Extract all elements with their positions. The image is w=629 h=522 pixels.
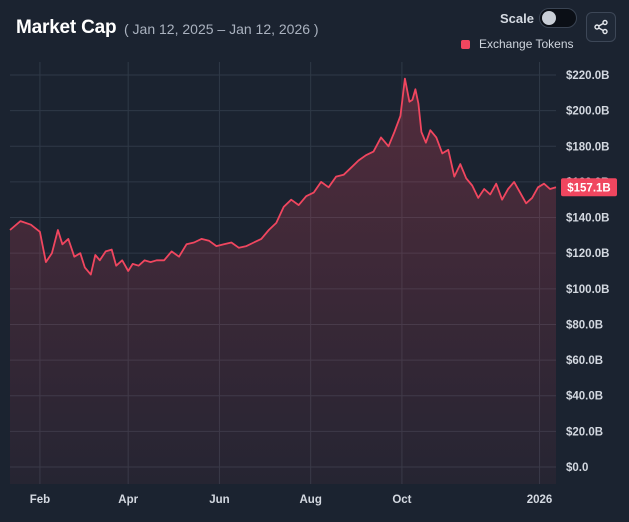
x-tick-label: 2026	[527, 494, 553, 506]
date-range: ( Jan 12, 2025 – Jan 12, 2026 )	[124, 21, 319, 37]
y-tick-label: $200.0B	[566, 106, 609, 118]
series-area	[10, 78, 556, 484]
x-tick-label: Oct	[392, 494, 411, 506]
x-axis: Feb Apr Jun Aug Oct 2026	[30, 494, 553, 506]
last-value-tag	[561, 178, 617, 197]
legend-swatch	[461, 39, 470, 49]
y-tick-label: $0.0	[566, 462, 588, 474]
share-icon	[594, 19, 608, 35]
y-tick-label: $100.0B	[566, 284, 609, 296]
last-value-label: $157.1B	[567, 182, 610, 194]
scale-toggle[interactable]	[539, 8, 577, 28]
series-line	[9, 77, 557, 276]
y-tick-label: $40.0B	[566, 391, 603, 403]
series-line-exchange-tokens[interactable]	[9, 77, 557, 276]
y-tick-label: $180.0B	[566, 141, 609, 153]
x-tick-label: Apr	[118, 494, 138, 506]
y-axis: $0.0 $20.0B $40.0B $60.0B $80.0B $100.0B $120.…	[566, 70, 609, 474]
last-value: $157.1B	[561, 178, 617, 197]
y-tick-label: $60.0B	[566, 355, 603, 367]
y-tick-label: $20.0B	[566, 426, 603, 438]
share-button[interactable]	[586, 12, 616, 42]
toggle-knob	[542, 11, 556, 25]
page-title: Market Cap	[16, 17, 117, 38]
legend-label: Exchange Tokens	[479, 37, 574, 51]
x-tick-label: Feb	[30, 494, 50, 506]
area-fill	[10, 78, 556, 484]
y-tick-label: $220.0B	[566, 70, 609, 82]
x-tick-label: Jun	[209, 494, 229, 506]
x-tick-label: Aug	[299, 494, 321, 506]
y-tick-label: $140.0B	[566, 213, 609, 225]
y-tick-label: $80.0B	[566, 319, 603, 331]
scale-label: Scale	[500, 11, 534, 26]
y-tick-label: $120.0B	[566, 248, 609, 260]
legend[interactable]: Exchange Tokens	[461, 37, 574, 51]
